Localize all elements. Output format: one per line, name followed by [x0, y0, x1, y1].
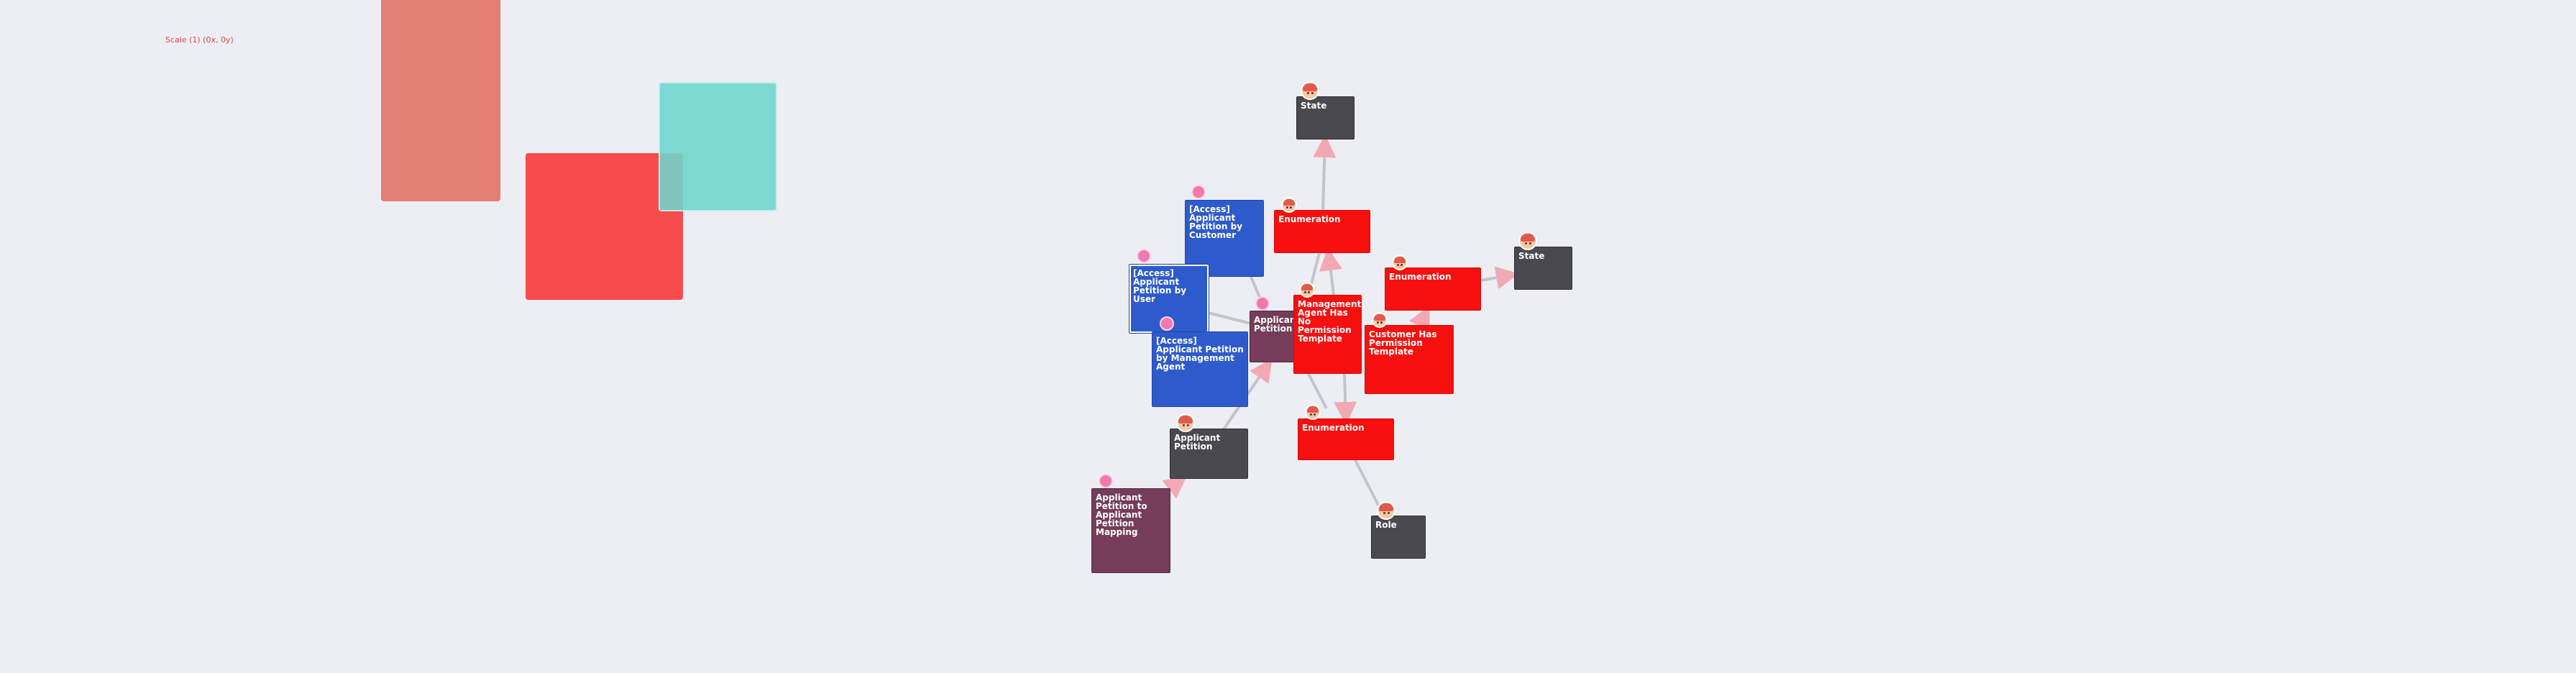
node-customer-template[interactable]: Customer Has Permission Template [1365, 325, 1454, 394]
edge-enum-top-to-state [1313, 134, 1337, 211]
user-avatar-icon [1305, 404, 1321, 420]
decorative-teal-panel [659, 82, 777, 211]
node-label: [Access] Applicant Petition by Customer [1189, 204, 1243, 240]
node-management-agent-template[interactable]: Management Agent Has No Permission Templ… [1293, 295, 1362, 374]
pin-icon [1099, 474, 1113, 488]
pin-icon [1137, 249, 1151, 263]
node-access-management[interactable]: [Access] Applicant Petition by Managemen… [1152, 331, 1248, 407]
node-access-customer[interactable]: [Access] Applicant Petition by Customer [1185, 200, 1264, 277]
node-label: Role [1375, 520, 1397, 530]
node-mapping[interactable]: Applicant Petition to Applicant Petition… [1091, 488, 1170, 573]
edge-customer-to-enum-right [1408, 305, 1430, 331]
user-avatar-icon [1176, 413, 1195, 432]
node-enumeration-top[interactable]: Enumeration [1274, 210, 1370, 253]
node-state-right[interactable]: State [1514, 247, 1572, 290]
node-label: Enumeration [1389, 272, 1452, 282]
node-role[interactable]: Role [1371, 516, 1426, 559]
user-avatar-icon [1377, 501, 1395, 520]
decorative-red-panel [526, 153, 683, 300]
node-enumeration-bottom[interactable]: Enumeration [1298, 418, 1394, 460]
node-label: Enumeration [1302, 423, 1365, 433]
edge-enum-right-to-state [1480, 266, 1519, 289]
node-applicant-petition-dark[interactable]: Applicant Petition [1170, 429, 1248, 479]
edge-management-to-enum-top-b [1319, 247, 1342, 296]
node-label: Applicant Petition to Applicant Petition… [1096, 493, 1147, 537]
edge-management-to-enum-bottom-b [1334, 373, 1357, 425]
edge-user-access-to-center [1207, 311, 1252, 325]
node-label: Applicant Petition [1174, 433, 1221, 452]
user-avatar-icon [1518, 232, 1537, 250]
user-avatar-icon [1301, 81, 1319, 100]
node-label: Management Agent Has No Permission Templ… [1298, 299, 1362, 344]
user-avatar-icon [1281, 197, 1297, 213]
edge-enum-bottom-to-role [1354, 459, 1382, 510]
decorative-salmon-panel [381, 0, 500, 201]
pin-icon [1255, 296, 1270, 311]
edge-management-to-enum-bottom [1307, 373, 1328, 409]
user-avatar-icon [1299, 282, 1315, 298]
pin-icon [1191, 185, 1206, 199]
node-label: State [1518, 251, 1545, 261]
user-avatar-icon [1372, 312, 1388, 328]
node-label: Enumeration [1278, 214, 1341, 224]
node-label: [Access] Applicant Petition by Managemen… [1156, 336, 1244, 372]
node-label: State [1301, 101, 1327, 111]
user-avatar-icon [1392, 255, 1408, 270]
node-enumeration-right[interactable]: Enumeration [1385, 267, 1481, 311]
pin-icon [1160, 316, 1174, 331]
node-label: [Access] Applicant Petition by User [1133, 268, 1187, 304]
node-label: Applicant Petition [1254, 315, 1298, 334]
scale-label: Scale (1) (0x, 0y) [165, 35, 234, 45]
node-state-top[interactable]: State [1296, 96, 1355, 139]
node-applicant-petition-center[interactable]: Applicant Petition [1250, 311, 1298, 362]
node-label: Customer Has Permission Template [1369, 329, 1437, 357]
